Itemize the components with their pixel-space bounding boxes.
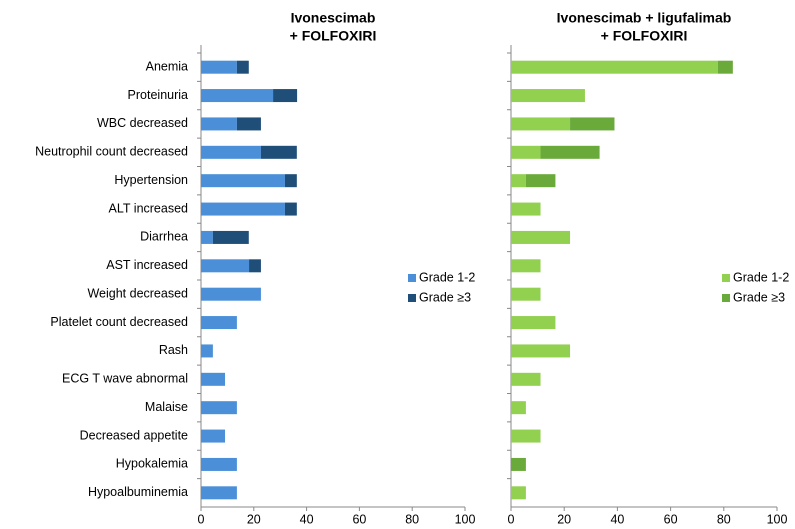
bar-segment [201,287,261,301]
bar-segment [249,259,261,273]
y-tick-label: Hypokalemia [116,457,188,471]
y-tick-label: Hypertension [114,173,188,187]
bar-segment [201,117,237,131]
legend-label: Grade 1-2 [419,270,475,284]
bar-segment [511,429,541,443]
bar-segment [260,145,297,159]
bar-segment [511,344,571,358]
bar-segment [201,174,285,188]
y-tick-label: Decreased appetite [80,428,188,442]
x-tick-label: 80 [717,512,731,526]
y-tick-label: ECG T wave abnormal [62,372,188,386]
legend-label: Grade 1-2 [733,270,789,284]
legend-swatch [722,274,730,282]
bar-segment [570,117,615,131]
bar-segment [236,60,249,74]
y-tick-label: WBC decreased [97,116,188,130]
bar-segment [511,174,526,188]
x-tick-label: 80 [405,512,419,526]
chart-title: Ivonescimab + ligufalimab [557,10,732,26]
bar-segment [284,202,297,216]
bar-segment [511,401,526,415]
x-tick-label: 40 [610,512,624,526]
legend-label: Grade ≥3 [419,290,471,304]
x-tick-label: 20 [557,512,571,526]
bar-segment [511,89,585,103]
bar-segment [273,89,298,103]
bar-segment [201,486,237,500]
bar-segment [511,372,541,386]
bar-segment [201,145,261,159]
bar-segment [511,259,541,273]
bar-segment [201,89,274,103]
bar-segment [511,145,541,159]
x-tick-label: 40 [300,512,314,526]
y-tick-label: Proteinuria [128,88,188,102]
bar-segment [511,117,571,131]
bar-segment [201,316,237,330]
bar-segment [201,457,237,471]
x-tick-label: 20 [247,512,261,526]
bar-segment [201,230,213,244]
y-tick-label: Neutrophil count decreased [35,145,188,159]
bar-segment [201,372,226,386]
chart-title: Ivonescimab [291,10,376,26]
bar-segment [201,344,213,358]
bar-segment [201,401,237,415]
bar-segment [540,145,600,159]
x-tick-label: 100 [767,512,788,526]
bar-segment [236,117,261,131]
y-tick-label: Rash [159,343,188,357]
bar-segment [201,202,285,216]
bar-segment [212,230,249,244]
x-tick-label: 0 [198,512,205,526]
bar-segment [525,174,556,188]
y-tick-label: Hypoalbuminemia [88,485,188,499]
legend-swatch [408,274,416,282]
y-tick-label: Weight decreased [87,286,188,300]
bar-segment [717,60,733,74]
y-tick-label: ALT increased [109,201,188,215]
bar-segment [284,174,297,188]
chart-title: + FOLFOXIRI [601,28,688,44]
y-tick-label: Malaise [145,400,188,414]
x-tick-label: 0 [508,512,515,526]
y-tick-label: AST increased [106,258,188,272]
x-tick-label: 100 [455,512,476,526]
chart-title: + FOLFOXIRI [290,28,377,44]
bar-segment [511,287,541,301]
bar-segment [511,457,526,471]
bar-segment [511,202,541,216]
y-tick-label: Platelet count decreased [50,315,188,329]
bar-segment [511,230,571,244]
legend-swatch [408,294,416,302]
legend-label: Grade ≥3 [733,290,785,304]
bar-segment [511,60,718,74]
y-tick-label: Anemia [146,59,188,73]
x-tick-label: 60 [352,512,366,526]
y-tick-label: Diarrhea [140,230,188,244]
bar-segment [201,259,250,273]
legend-swatch [722,294,730,302]
bar-segment [201,429,226,443]
x-tick-label: 60 [664,512,678,526]
bar-segment [511,486,526,500]
bar-segment [201,60,237,74]
bar-segment [511,316,556,330]
